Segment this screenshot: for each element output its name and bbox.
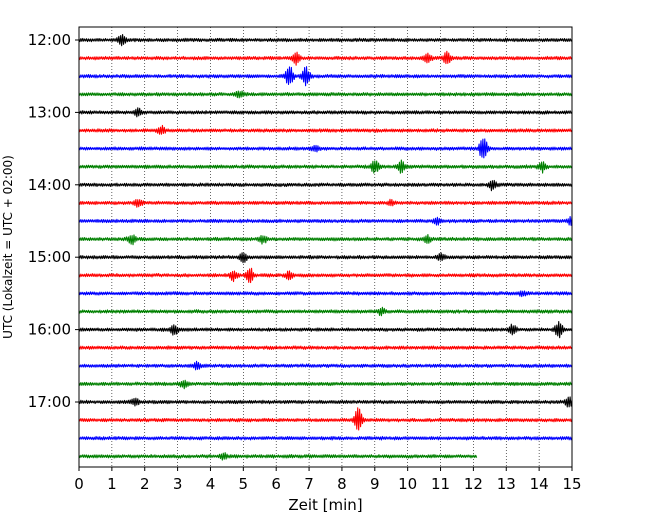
y-tick-label: 13:00 xyxy=(28,103,71,121)
x-tick-label: 6 xyxy=(271,475,281,493)
y-tick-label: 12:00 xyxy=(28,31,71,49)
seismic-trace xyxy=(78,33,573,47)
x-tick-label: 2 xyxy=(140,475,150,493)
trace-group xyxy=(78,33,573,461)
seismic-trace xyxy=(78,159,573,174)
x-tick-label: 15 xyxy=(562,475,581,493)
seismic-trace xyxy=(78,407,573,431)
x-axis-ticks: 0 1 2 3 4 5 6 7 8 9 10 11 12 13 14 15 xyxy=(74,467,582,493)
x-tick-label: 9 xyxy=(370,475,380,493)
seismic-trace xyxy=(78,252,573,264)
y-tick-label: 14:00 xyxy=(28,176,71,194)
seismic-trace xyxy=(78,452,478,461)
seismic-trace xyxy=(78,138,573,159)
x-tick-label: 1 xyxy=(107,475,117,493)
x-tick-label: 13 xyxy=(497,475,516,493)
plot-frame xyxy=(78,26,573,468)
y-tick-label: 16:00 xyxy=(28,321,71,339)
seismic-trace xyxy=(78,50,573,66)
seismic-trace xyxy=(78,198,573,208)
x-tick-label: 0 xyxy=(74,475,84,493)
seismic-trace xyxy=(78,90,573,99)
seismic-trace xyxy=(78,435,573,441)
x-tick-label: 12 xyxy=(464,475,483,493)
x-tick-label: 4 xyxy=(206,475,216,493)
seismic-trace xyxy=(78,215,573,226)
seismic-trace xyxy=(78,396,573,408)
x-tick-label: 14 xyxy=(530,475,549,493)
x-tick-label: 3 xyxy=(173,475,183,493)
seismic-trace xyxy=(78,124,573,135)
seismic-trace xyxy=(78,379,573,390)
seismic-trace xyxy=(78,360,573,371)
y-tick-label: 15:00 xyxy=(28,248,71,266)
seismic-trace xyxy=(78,320,573,339)
seismic-trace xyxy=(78,267,573,284)
x-tick-label: 5 xyxy=(239,475,249,493)
y-axis-ticks: 12:00 13:00 14:00 15:00 16:00 17:00 xyxy=(28,31,79,411)
seismic-trace xyxy=(78,345,573,351)
seismic-trace xyxy=(78,107,573,118)
x-tick-label: 10 xyxy=(398,475,417,493)
x-tick-label: 8 xyxy=(337,475,347,493)
y-axis-label: UTC (Lokalzeit = UTC + 02:00) xyxy=(1,155,15,339)
seismic-trace xyxy=(78,290,573,298)
x-axis-label: Zeit [min] xyxy=(288,496,362,514)
y-tick-label: 17:00 xyxy=(28,393,71,411)
grid-lines xyxy=(111,27,540,467)
seismic-trace xyxy=(78,234,573,246)
seismic-trace xyxy=(78,66,573,87)
seismic-trace xyxy=(78,179,573,192)
x-tick-label: 7 xyxy=(304,475,314,493)
seismic-trace xyxy=(78,306,573,317)
x-tick-label: 11 xyxy=(431,475,450,493)
